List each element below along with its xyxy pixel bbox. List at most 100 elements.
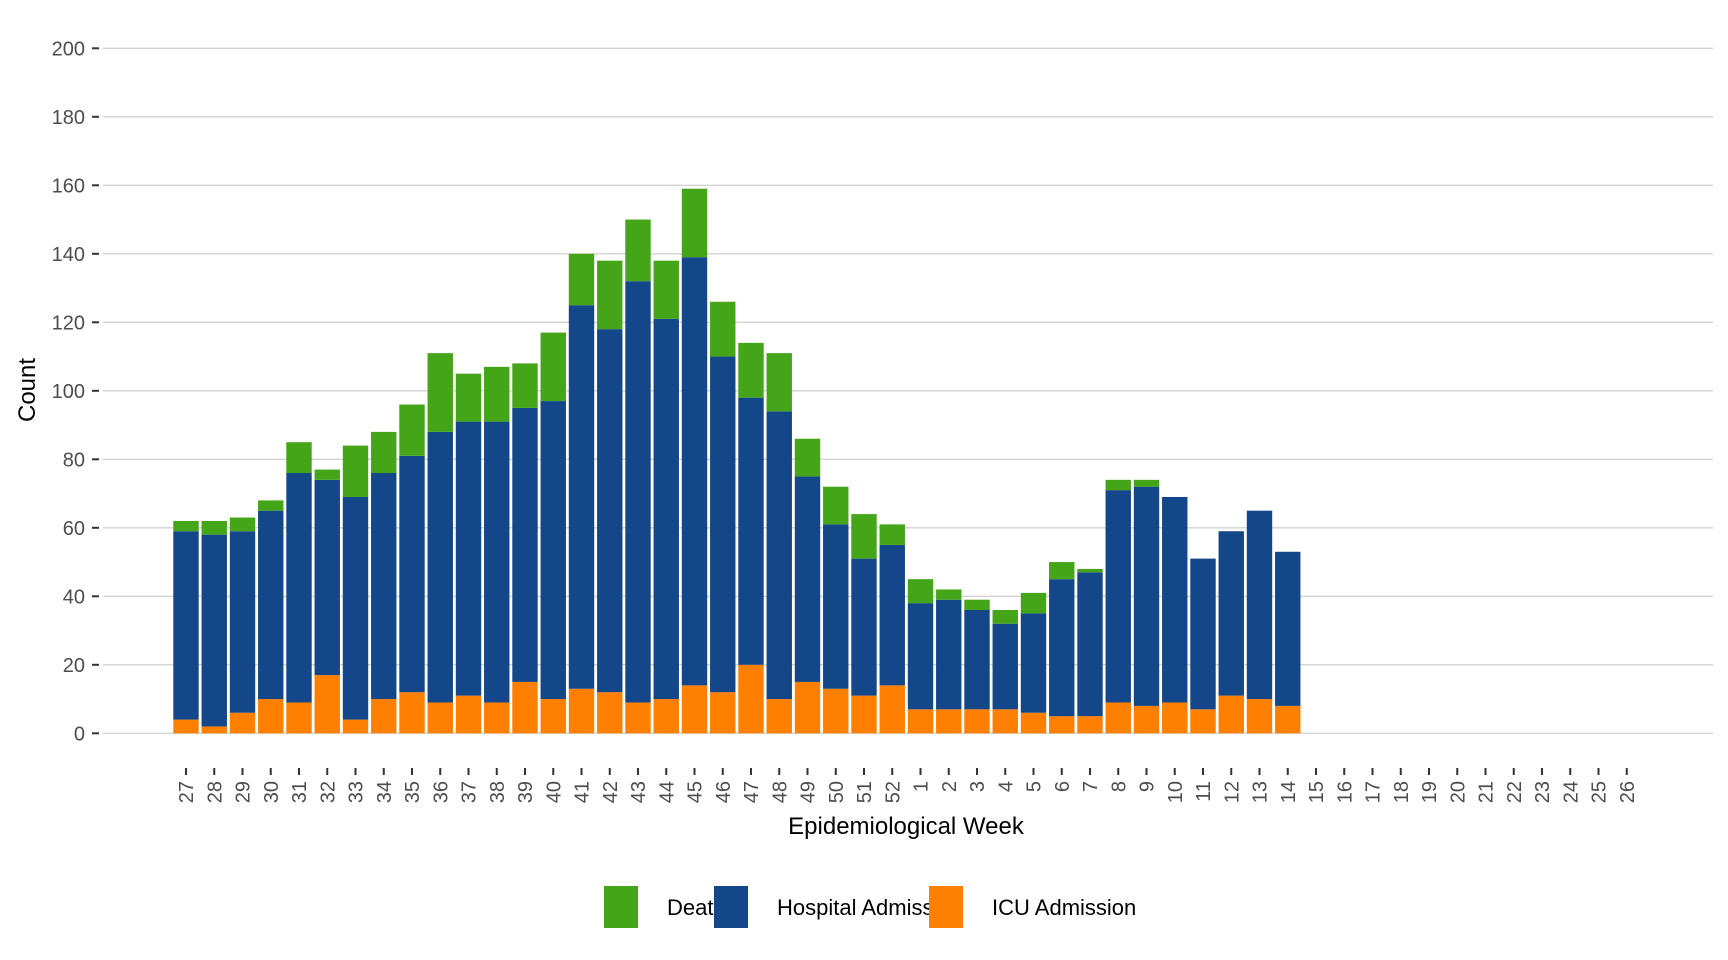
bar-death-week-48 <box>766 353 792 412</box>
y-axis-title: Count <box>14 358 41 422</box>
x-tick-label: 19 <box>1419 781 1441 803</box>
bar-hospital-admission-week-11 <box>1190 558 1216 710</box>
x-tick-label: 5 <box>1024 781 1046 792</box>
bar-icu-admission-week-6 <box>1049 716 1075 734</box>
y-tick-label: 200 <box>52 38 85 60</box>
bar-hospital-admission-week-49 <box>794 476 821 682</box>
bar-hospital-admission-week-6 <box>1049 579 1075 717</box>
x-tick-label: 47 <box>741 781 763 803</box>
x-tick-label: 9 <box>1137 781 1159 792</box>
bars <box>173 188 1301 734</box>
bar-death-week-35 <box>399 404 425 456</box>
bar-hospital-admission-week-31 <box>286 473 312 703</box>
x-tick-label: 23 <box>1532 781 1554 803</box>
bar-hospital-admission-week-13 <box>1246 510 1273 700</box>
x-tick-label: 51 <box>854 781 876 803</box>
bar-icu-admission-week-3 <box>964 709 990 734</box>
bar-death-week-52 <box>879 524 905 545</box>
bar-death-week-44 <box>653 260 679 319</box>
bar-icu-admission-week-41 <box>568 688 595 734</box>
x-tick-label: 50 <box>826 781 848 803</box>
x-tick-label: 24 <box>1560 781 1582 803</box>
bar-hospital-admission-week-2 <box>936 599 962 710</box>
x-tick-label: 41 <box>572 781 594 803</box>
bar-death-week-46 <box>710 301 736 357</box>
bar-death-week-28 <box>201 520 227 535</box>
bar-icu-admission-week-10 <box>1162 702 1188 734</box>
x-tick-label: 49 <box>798 781 820 803</box>
bar-icu-admission-week-45 <box>681 685 708 734</box>
bar-death-week-5 <box>1020 592 1047 614</box>
bar-death-week-8 <box>1105 479 1131 491</box>
x-tick-label: 13 <box>1250 781 1272 803</box>
bar-death-week-6 <box>1049 562 1075 580</box>
bar-hospital-admission-week-45 <box>681 257 708 686</box>
bar-death-week-33 <box>342 445 369 497</box>
bar-hospital-admission-week-46 <box>710 356 736 693</box>
x-tick-label: 39 <box>515 781 537 803</box>
bar-hospital-admission-week-51 <box>851 558 877 696</box>
bar-death-week-50 <box>823 486 849 525</box>
bar-hospital-admission-week-42 <box>597 329 623 693</box>
bar-icu-admission-week-13 <box>1246 699 1273 734</box>
bar-icu-admission-week-35 <box>399 692 425 734</box>
bar-icu-admission-week-14 <box>1275 705 1301 734</box>
bar-icu-admission-week-34 <box>371 699 397 734</box>
bar-hospital-admission-week-10 <box>1162 496 1188 703</box>
bar-icu-admission-week-31 <box>286 702 312 734</box>
x-tick-label: 25 <box>1589 781 1611 803</box>
x-tick-label: 1 <box>911 781 933 792</box>
x-tick-label: 26 <box>1617 781 1639 803</box>
bar-hospital-admission-week-30 <box>258 510 284 700</box>
bar-hospital-admission-week-33 <box>342 496 369 720</box>
x-tick-label: 29 <box>233 781 255 803</box>
x-tick-label: 52 <box>882 781 904 803</box>
y-tick-label: 180 <box>52 107 85 129</box>
bar-hospital-admission-week-9 <box>1133 486 1160 706</box>
bar-death-week-1 <box>907 579 934 604</box>
legend-label: ICU Admission <box>992 895 1136 920</box>
bar-death-week-30 <box>258 500 284 511</box>
bar-death-week-7 <box>1077 568 1103 573</box>
bar-death-week-34 <box>371 431 397 473</box>
y-tick-label: 0 <box>74 723 85 745</box>
x-axis: 27 28 29 30 31 32 33 34 35 36 37 38 39 40 41 42 43 44 45 46… <box>176 768 1639 803</box>
bar-death-week-9 <box>1133 479 1160 487</box>
x-tick-label: 43 <box>628 781 650 803</box>
x-tick-label: 7 <box>1080 781 1102 792</box>
x-tick-label: 18 <box>1391 781 1413 803</box>
bar-death-week-31 <box>286 442 312 473</box>
x-tick-label: 45 <box>685 781 707 803</box>
x-tick-label: 36 <box>430 781 452 803</box>
bar-icu-admission-week-8 <box>1105 702 1131 734</box>
legend-key-icu-admission <box>929 886 963 928</box>
bar-icu-admission-week-39 <box>512 681 538 734</box>
bar-icu-admission-week-37 <box>455 695 482 734</box>
bar-death-week-3 <box>964 599 990 610</box>
x-tick-label: 42 <box>600 781 622 803</box>
x-tick-label: 17 <box>1363 781 1385 803</box>
x-tick-label: 12 <box>1221 781 1243 803</box>
bar-hospital-admission-week-14 <box>1275 551 1301 706</box>
bar-icu-admission-week-7 <box>1077 716 1103 734</box>
bar-hospital-admission-week-43 <box>625 281 651 703</box>
x-tick-label: 16 <box>1334 781 1356 803</box>
bar-death-week-49 <box>794 438 821 477</box>
y-axis: 0 20 40 60 80 100 120 140 160 180 200 <box>52 38 99 745</box>
bar-hospital-admission-week-29 <box>229 531 256 713</box>
bar-icu-admission-week-32 <box>314 675 340 734</box>
bar-icu-admission-week-29 <box>229 712 256 734</box>
y-tick-label: 60 <box>63 518 85 540</box>
bar-icu-admission-week-51 <box>851 695 877 734</box>
bar-death-week-2 <box>936 589 962 600</box>
x-tick-label: 48 <box>769 781 791 803</box>
bar-hospital-admission-week-12 <box>1218 531 1244 696</box>
bar-death-week-51 <box>851 514 877 559</box>
bar-hospital-admission-week-36 <box>427 431 453 703</box>
x-tick-label: 37 <box>459 781 481 803</box>
bar-hospital-admission-week-41 <box>568 305 595 689</box>
bar-hospital-admission-week-28 <box>201 534 227 727</box>
x-tick-label: 6 <box>1052 781 1074 792</box>
legend-key-death <box>604 886 638 928</box>
x-tick-label: 14 <box>1278 781 1300 803</box>
